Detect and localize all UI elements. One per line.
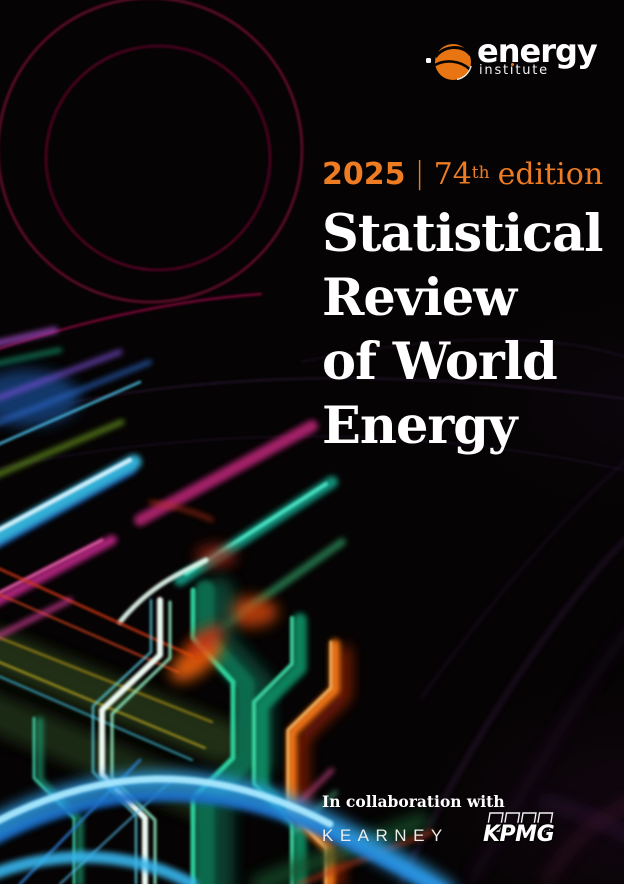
kearney-logo: KEARNEY (322, 826, 449, 845)
logo-wordmark-institute: institute (479, 63, 549, 78)
energy-institute-logo: energy institute (424, 32, 604, 88)
edition-suffix: th (471, 163, 490, 183)
headline-block: 2025 | 74th edition Statistical Review of W… (322, 156, 604, 458)
institute-accent-i: i (509, 63, 516, 78)
collaboration-label: In collaboration with (322, 792, 505, 811)
logo-wordmark-energy: energy (477, 32, 598, 70)
edition-number: 74th edition (433, 157, 604, 192)
title-line-2: Review (322, 268, 517, 328)
edition-separator: | (414, 156, 425, 191)
kpmg-logo: KPMG (482, 812, 614, 854)
logo-wordmark: energy institute (477, 32, 598, 78)
title-line-3: of World (322, 332, 558, 392)
edition-word: edition (497, 157, 604, 192)
energy-globe-icon (434, 44, 472, 81)
kpmg-wordmark: KPMG (483, 822, 555, 847)
edition-year: 2025 (322, 157, 406, 192)
kpmg-boxes-icon (486, 812, 554, 832)
report-title: Statistical Review of World Energy (322, 202, 603, 458)
edition-line: 2025 | 74th edition (322, 156, 604, 192)
crimson-rings (0, 0, 303, 350)
title-line-4: Energy (322, 396, 518, 456)
blue-swoosh (0, 771, 452, 884)
diagonal-light-streaks (0, 327, 346, 646)
collaboration-block: In collaboration with KEARNEY KPMG (322, 792, 622, 882)
title-line-1: Statistical (322, 204, 603, 264)
logo-dot-icon (426, 58, 431, 63)
